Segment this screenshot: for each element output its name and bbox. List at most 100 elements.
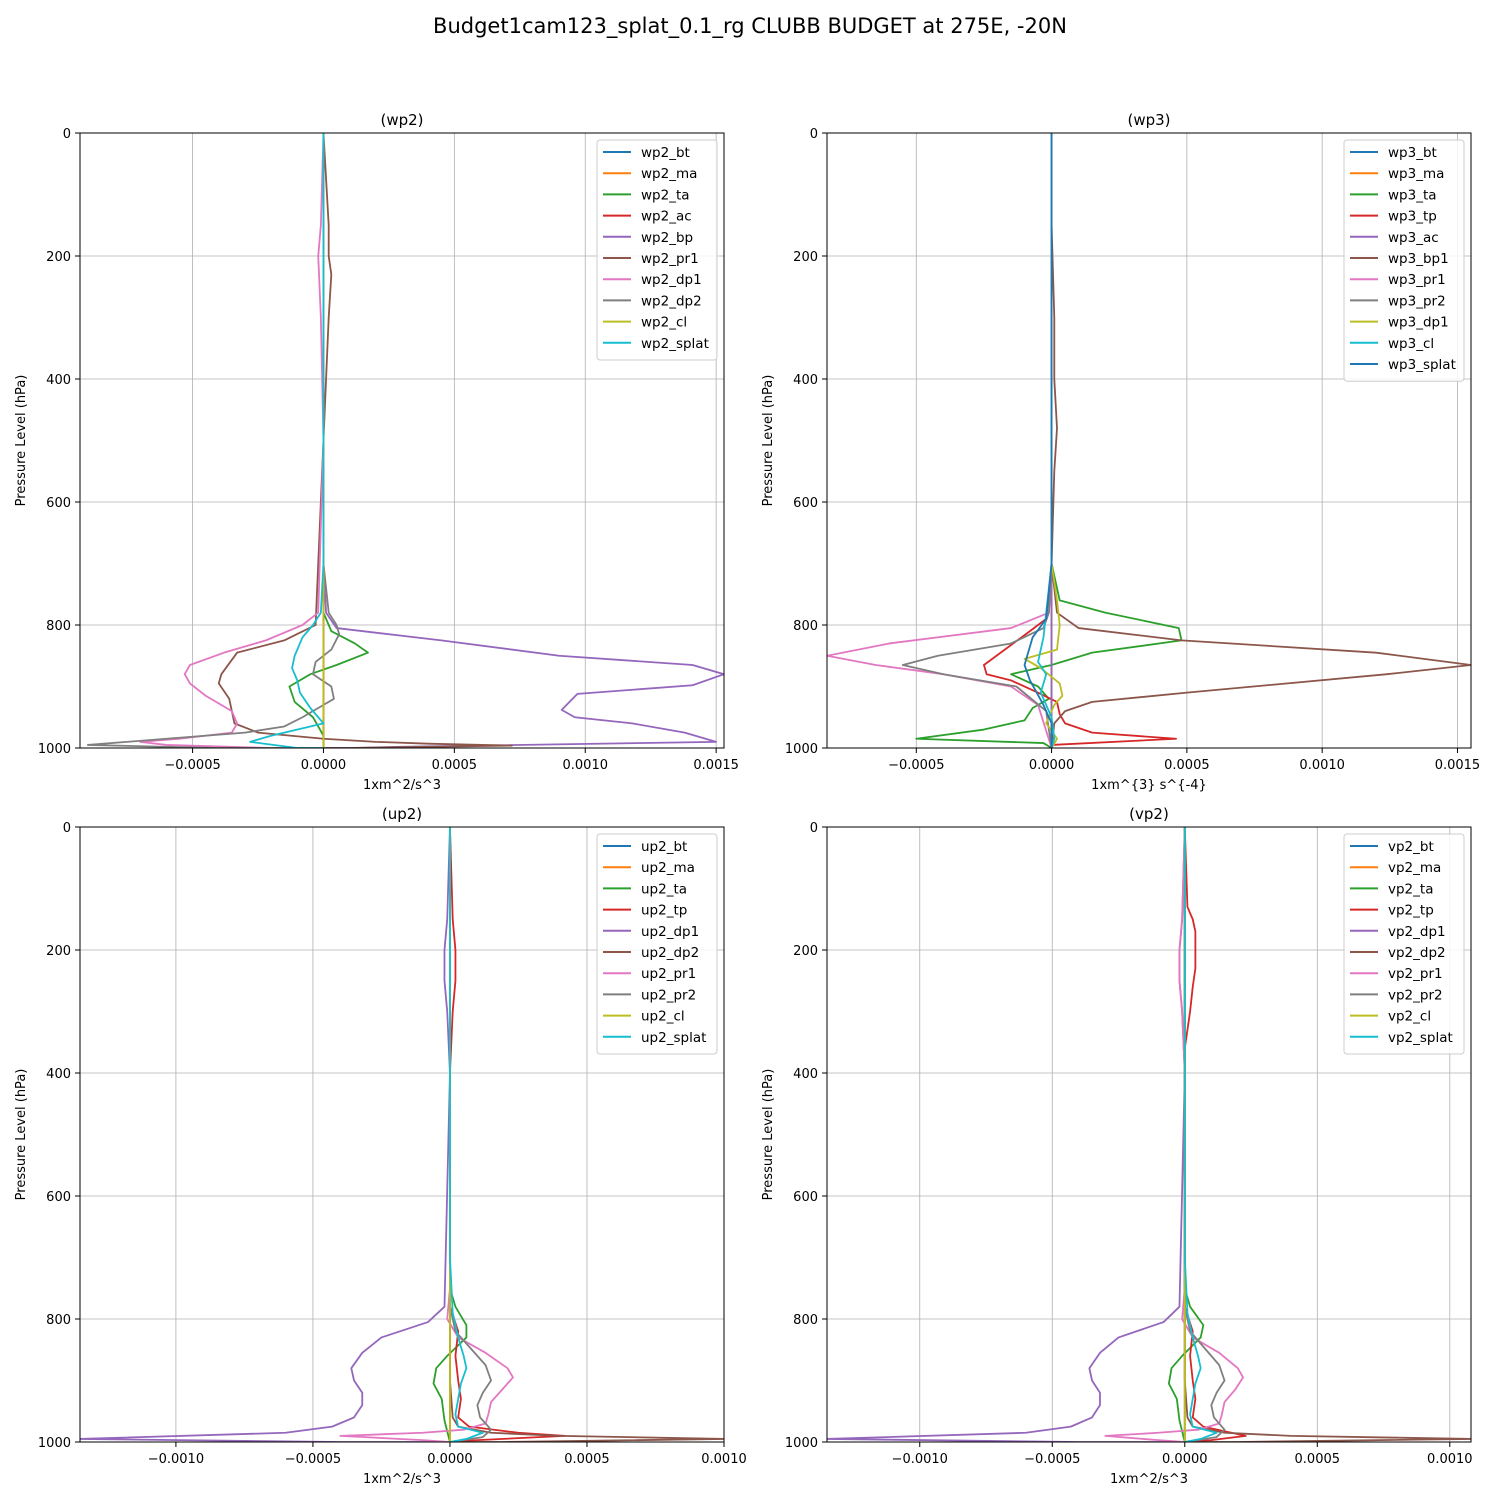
wp2-xtick-label-3: 0.0010 xyxy=(563,758,609,773)
legend-label-wp2_dp1: wp2_dp1 xyxy=(641,272,702,288)
legend-label-wp2_dp2: wp2_dp2 xyxy=(641,293,702,309)
up2-xtick-label-1: −0.0005 xyxy=(285,1452,341,1467)
legend-label-wp3_bp1: wp3_bp1 xyxy=(1388,251,1449,267)
vp2-xtick-label-2: 0.0000 xyxy=(1162,1452,1208,1467)
legend-label-up2_dp1: up2_dp1 xyxy=(641,924,699,940)
up2-xtick-label-2: 0.0000 xyxy=(427,1452,473,1467)
up2-ytick-label-0: 0 xyxy=(63,821,71,836)
legend-label-wp2_ta: wp2_ta xyxy=(641,187,690,203)
vp2-xtick-label-4: 0.0010 xyxy=(1427,1452,1473,1467)
wp2-ytick-label-3: 600 xyxy=(46,496,71,511)
up2-ytick-label-2: 400 xyxy=(46,1067,71,1082)
legend-label-vp2_ta: vp2_ta xyxy=(1388,881,1433,897)
series-line-up2_dp1 xyxy=(80,827,451,1442)
legend-label-wp3_splat: wp3_splat xyxy=(1388,357,1456,373)
legend-label-wp3_cl: wp3_cl xyxy=(1388,336,1434,352)
vp2-xlabel: 1xm^2/s^3 xyxy=(1110,1472,1188,1487)
legend-label-wp3_pr2: wp3_pr2 xyxy=(1388,293,1446,309)
series-line-wp3_ta xyxy=(915,133,1183,748)
panel-up2: −0.0010 −0.0005 0.0000 0.0005 0.0010 0 200 400 6… xyxy=(14,805,747,1487)
up2-title: (up2) xyxy=(382,805,422,823)
legend-label-vp2_splat: vp2_splat xyxy=(1388,1030,1453,1046)
wp3-ytick-label-5: 1000 xyxy=(785,742,818,757)
series-line-wp3_pr2 xyxy=(901,133,1053,748)
wp3-ytick-label-0: 0 xyxy=(810,127,818,142)
legend-label-vp2_ma: vp2_ma xyxy=(1388,860,1441,876)
wp3-xtick-label-3: 0.0010 xyxy=(1299,758,1345,773)
legend-label-vp2_tp: vp2_tp xyxy=(1388,903,1434,919)
series-line-wp2_dp2 xyxy=(86,133,341,748)
legend-label-vp2_pr2: vp2_pr2 xyxy=(1388,987,1443,1003)
series-line-up2_splat xyxy=(449,827,484,1442)
series-line-up2_tp xyxy=(449,827,566,1442)
wp3-axes-frame xyxy=(826,132,1472,749)
vp2-ytick-label-0: 0 xyxy=(810,821,818,836)
figure-title: Budget1cam123_splat_0.1_rg CLUBB BUDGET … xyxy=(433,14,1067,38)
wp3-xtick-label-1: 0.0000 xyxy=(1029,758,1075,773)
up2-ytick-label-4: 800 xyxy=(46,1313,71,1328)
wp3-xlabel: 1xm^{3} s^{-4} xyxy=(1091,778,1207,793)
wp3-ytick-label-2: 400 xyxy=(793,373,818,388)
series-line-vp2_pr1 xyxy=(1104,827,1244,1442)
up2-ytick-label-5: 1000 xyxy=(38,1436,71,1451)
legend-label-vp2_cl: vp2_cl xyxy=(1388,1009,1431,1025)
wp3-xtick-label-0: −0.0005 xyxy=(888,758,944,773)
vp2-ytick-label-4: 800 xyxy=(793,1313,818,1328)
series-line-vp2_dp1 xyxy=(827,827,1186,1442)
wp2-ytick-label-5: 1000 xyxy=(38,742,71,757)
legend-label-up2_tp: up2_tp xyxy=(641,903,687,919)
wp3-xtick-label-2: 0.0005 xyxy=(1164,758,1210,773)
vp2-axes-frame xyxy=(826,826,1472,1443)
up2-xtick-label-0: −0.0010 xyxy=(148,1452,204,1467)
wp2-ylabel: Pressure Level (hPa) xyxy=(14,375,29,507)
wp2-xlabel: 1xm^2/s^3 xyxy=(363,778,441,793)
wp3-legend: wp3_bt wp3_ma wp3_ta wp3_tp wp3_ac wp3_bp1 wp3… xyxy=(1343,139,1465,382)
vp2-xtick-label-1: −0.0005 xyxy=(1024,1452,1080,1467)
legend-label-wp3_ma: wp3_ma xyxy=(1388,166,1444,182)
up2-legend: up2_bt up2_ma up2_ta up2_tp up2_dp1 up2_dp2up… xyxy=(596,833,718,1055)
wp3-title: (wp3) xyxy=(1127,111,1170,129)
legend-label-wp3_tp: wp3_tp xyxy=(1388,209,1437,225)
legend-label-wp2_bp: wp2_bp xyxy=(641,230,693,246)
wp2-xtick-label-1: 0.0000 xyxy=(301,758,347,773)
panel-wp2: −0.0005 0.0000 0.0005 0.0010 0.0015 0 200 400 60… xyxy=(14,111,739,793)
legend-label-up2_ma: up2_ma xyxy=(641,860,695,876)
wp3-series-group xyxy=(827,133,1471,748)
vp2-ytick-label-3: 600 xyxy=(793,1190,818,1205)
wp3-ytick-label-1: 200 xyxy=(793,250,818,265)
legend-label-wp2_splat: wp2_splat xyxy=(641,336,709,352)
series-line-wp2_splat xyxy=(249,133,325,748)
series-line-up2_ta xyxy=(432,827,468,1442)
up2-xlabel: 1xm^2/s^3 xyxy=(363,1472,441,1487)
up2-xtick-label-3: 0.0005 xyxy=(564,1452,610,1467)
wp2-series-group xyxy=(86,133,724,748)
legend-label-up2_pr1: up2_pr1 xyxy=(641,966,696,982)
series-line-up2_pr1 xyxy=(339,827,514,1442)
wp3-ytick-label-3: 600 xyxy=(793,496,818,511)
wp2-ytick-label-2: 400 xyxy=(46,373,71,388)
legend-label-up2_pr2: up2_pr2 xyxy=(641,987,696,1003)
legend-label-wp3_ta: wp3_ta xyxy=(1388,187,1437,203)
vp2-series-group xyxy=(827,827,1471,1442)
legend-label-vp2_bt: vp2_bt xyxy=(1388,839,1434,855)
legend-label-wp3_pr1: wp3_pr1 xyxy=(1388,272,1446,288)
legend-label-wp3_dp1: wp3_dp1 xyxy=(1388,315,1449,331)
legend-label-up2_dp2: up2_dp2 xyxy=(641,945,699,961)
up2-ytick-label-3: 600 xyxy=(46,1190,71,1205)
up2-ylabel: Pressure Level (hPa) xyxy=(14,1069,29,1201)
wp2-title: (wp2) xyxy=(380,111,423,129)
wp2-ytick-label-4: 800 xyxy=(46,619,71,634)
wp3-xtick-label-4: 0.0015 xyxy=(1435,758,1481,773)
series-line-wp3_dp1 xyxy=(1023,133,1064,748)
series-line-wp3_splat xyxy=(1023,133,1053,748)
wp2-ytick-label-0: 0 xyxy=(63,127,71,142)
legend-label-vp2_dp1: vp2_dp1 xyxy=(1388,924,1446,940)
legend-label-up2_ta: up2_ta xyxy=(641,881,687,897)
up2-ytick-label-1: 200 xyxy=(46,944,71,959)
up2-xtick-label-4: 0.0010 xyxy=(701,1452,747,1467)
vp2-title: (vp2) xyxy=(1129,805,1169,823)
wp2-legend: wp2_bt wp2_ma wp2_ta wp2_ac wp2_bp wp2_pr1 wp2… xyxy=(596,139,718,361)
up2-series-group xyxy=(80,827,724,1442)
vp2-ytick-label-5: 1000 xyxy=(785,1436,818,1451)
panel-vp2: −0.0010 −0.0005 0.0000 0.0005 0.0010 0 200 400 6… xyxy=(761,805,1473,1487)
